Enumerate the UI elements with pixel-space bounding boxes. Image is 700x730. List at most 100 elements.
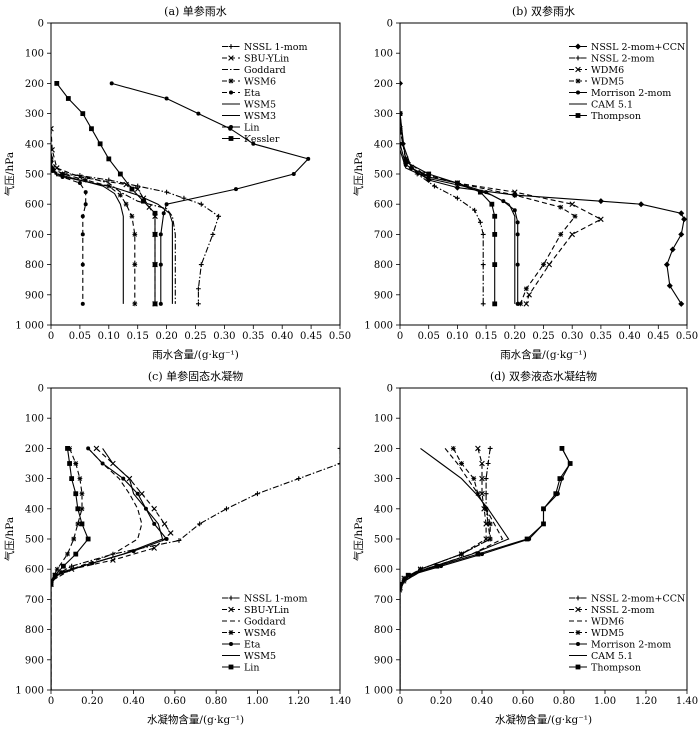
series-line <box>400 446 493 690</box>
point-marker <box>129 213 135 219</box>
point-marker <box>228 606 234 613</box>
series-line <box>51 159 88 306</box>
point-marker <box>198 201 204 207</box>
point-marker <box>164 189 169 195</box>
point-marker <box>515 262 520 267</box>
point-marker <box>210 232 216 237</box>
point-marker <box>678 231 685 238</box>
point-marker <box>110 557 116 563</box>
point-marker <box>228 55 234 61</box>
point-marker <box>80 232 85 237</box>
legend-label: WSM3 <box>244 111 276 122</box>
y-tick-label: 500 <box>374 535 393 546</box>
x-tick-label: 1.00 <box>594 696 616 707</box>
series-path <box>400 448 571 690</box>
x-tick-label: 0.40 <box>271 331 293 342</box>
x-tick-label: 0.50 <box>676 331 698 342</box>
legend-label: WSM6 <box>244 77 276 88</box>
point-marker <box>480 301 486 307</box>
point-marker <box>79 506 85 512</box>
point-marker <box>472 207 478 213</box>
series-path <box>400 448 487 690</box>
series-line <box>51 446 85 690</box>
y-tick-label: 300 <box>374 109 393 120</box>
point-marker <box>71 536 77 542</box>
series-path <box>51 158 136 304</box>
point-marker <box>117 171 123 177</box>
series-path <box>51 128 156 304</box>
x-tick-label: 0.25 <box>184 331 206 342</box>
point-marker <box>164 537 169 541</box>
point-marker <box>518 301 523 307</box>
point-marker <box>93 445 100 452</box>
point-marker <box>216 213 222 219</box>
point-marker <box>400 581 403 587</box>
series-path <box>51 448 143 690</box>
point-marker <box>79 521 85 527</box>
series-line <box>51 446 169 690</box>
point-marker <box>181 195 187 201</box>
y-axis-label: 气压/hPa <box>3 152 16 196</box>
point-marker <box>80 262 85 267</box>
point-marker <box>197 521 203 527</box>
x-tick-label: 0.60 <box>512 696 534 707</box>
point-marker <box>129 186 135 192</box>
point-marker <box>97 141 103 147</box>
point-marker <box>164 202 169 207</box>
point-marker <box>73 551 79 557</box>
point-marker <box>477 219 483 225</box>
x-tick-label: 0.45 <box>647 331 669 342</box>
series-path <box>51 448 164 690</box>
legend-label: Thompson <box>591 111 641 122</box>
series-line <box>400 111 498 307</box>
point-marker <box>132 301 138 307</box>
point-marker <box>454 184 461 191</box>
point-marker <box>483 536 489 542</box>
series-path <box>400 128 603 305</box>
plot-frame <box>50 22 341 326</box>
point-marker <box>526 292 532 298</box>
legend-label: NSSL 2-mom <box>591 605 654 616</box>
series-line <box>51 167 173 304</box>
series-path <box>400 447 510 690</box>
y-tick-label: 100 <box>374 414 393 425</box>
point-marker <box>572 213 578 219</box>
x-tick-label: 0 <box>397 696 403 707</box>
x-tick-label: 0.10 <box>446 331 468 342</box>
point-marker <box>485 461 491 466</box>
y-tick-label: 200 <box>374 444 393 455</box>
point-marker <box>69 476 75 481</box>
x-tick-label: 0.10 <box>98 331 120 342</box>
legend-label: Thompson <box>591 663 641 674</box>
point-marker <box>575 55 581 61</box>
point-marker <box>575 78 581 84</box>
series-line <box>400 141 520 306</box>
point-marker <box>251 141 256 146</box>
point-marker <box>524 536 530 542</box>
point-marker <box>224 506 229 512</box>
point-marker <box>195 286 201 292</box>
series-line <box>51 446 340 690</box>
point-marker <box>569 201 575 207</box>
point-marker <box>434 563 440 569</box>
point-marker <box>79 491 85 497</box>
point-marker <box>638 201 645 208</box>
series-line <box>51 445 174 690</box>
x-tick-label: 0.20 <box>155 331 177 342</box>
point-marker <box>152 210 158 216</box>
point-marker <box>83 190 88 195</box>
x-tick-label: 1.00 <box>246 696 268 707</box>
point-marker <box>558 232 564 237</box>
series-path <box>400 149 516 304</box>
legend-label: WSM5 <box>244 100 276 111</box>
point-marker <box>151 545 158 551</box>
chart-title: (c) 单参固态水凝物 <box>148 369 243 383</box>
point-marker <box>51 147 55 153</box>
y-tick-label: 600 <box>374 565 393 576</box>
x-tick-label: 0.30 <box>561 331 583 342</box>
point-marker <box>77 181 82 186</box>
series-path <box>400 113 496 304</box>
point-marker <box>80 214 85 219</box>
point-marker <box>455 180 460 186</box>
